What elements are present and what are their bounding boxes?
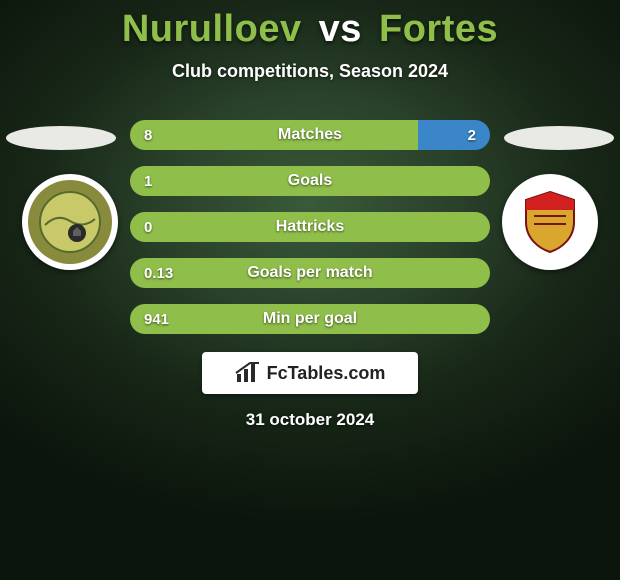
subtitle: Club competitions, Season 2024 bbox=[0, 61, 620, 82]
title-player1: Nurulloev bbox=[122, 8, 302, 50]
stat-row: Goals per match0.13 bbox=[130, 258, 490, 288]
stat-label: Matches bbox=[130, 120, 490, 150]
page-title: Nurulloev vs Fortes bbox=[0, 0, 620, 51]
left-base-oval bbox=[6, 126, 116, 150]
branding-badge: FcTables.com bbox=[202, 352, 418, 394]
crest-left-icon bbox=[39, 191, 101, 253]
stat-row: Matches8 2 bbox=[130, 120, 490, 150]
stat-label: Hattricks bbox=[130, 212, 490, 242]
crest-right bbox=[502, 174, 598, 270]
stat-label: Goals per match bbox=[130, 258, 490, 288]
branding-text: FcTables.com bbox=[267, 363, 386, 384]
stat-value-left: 0 bbox=[144, 212, 152, 242]
right-base-oval bbox=[504, 126, 614, 150]
title-vs: vs bbox=[319, 8, 362, 50]
stat-value-left: 1 bbox=[144, 166, 152, 196]
stat-row: Hattricks0 bbox=[130, 212, 490, 242]
stat-label: Goals bbox=[130, 166, 490, 196]
stat-value-left: 8 bbox=[144, 120, 152, 150]
stat-row: Min per goal941 bbox=[130, 304, 490, 334]
date-line: 31 october 2024 bbox=[0, 410, 620, 430]
stat-row: Goals1 bbox=[130, 166, 490, 196]
stat-value-left: 941 bbox=[144, 304, 169, 334]
title-player2: Fortes bbox=[379, 8, 498, 50]
stats-column: Matches8 2 Goals1 Hattricks0 Goals per match… bbox=[130, 120, 490, 350]
crest-left bbox=[22, 174, 118, 270]
stat-value-left: 0.13 bbox=[144, 258, 173, 288]
stat-value-right: 2 bbox=[468, 120, 476, 150]
crest-right-icon bbox=[520, 188, 580, 256]
stat-label: Min per goal bbox=[130, 304, 490, 334]
content-root: Nurulloev vs Fortes Club competitions, S… bbox=[0, 0, 620, 580]
chart-icon bbox=[235, 362, 261, 384]
